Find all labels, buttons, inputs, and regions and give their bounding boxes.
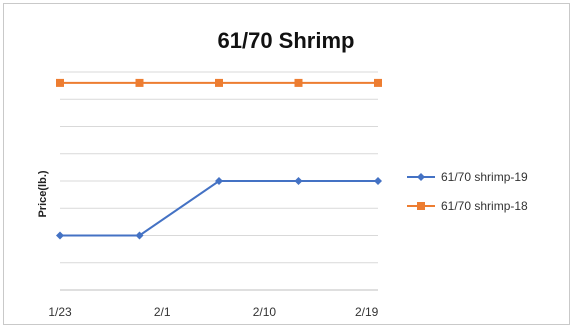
data-point [294, 177, 303, 185]
x-axis: 1/23 2/1 2/10 2/19 [48, 305, 378, 319]
x-tick-label: 2/1 [154, 305, 171, 319]
data-point [56, 78, 64, 87]
data-point [215, 177, 223, 185]
data-point [374, 177, 382, 185]
legend-item: 61/70 shrimp-18 [407, 199, 528, 213]
x-tick-label: 2/10 [253, 305, 277, 319]
x-tick-label: 2/19 [355, 305, 379, 319]
series-1 [56, 177, 382, 240]
legend-swatch-marker [417, 173, 425, 181]
data-point [135, 78, 144, 87]
legend: 61/70 shrimp-19 61/70 shrimp-18 [407, 170, 528, 213]
data-point [215, 78, 223, 87]
chart-title: 61/70 Shrimp [218, 28, 355, 53]
y-axis-label: Price(lb.) [37, 170, 49, 217]
chart-frame [3, 3, 570, 325]
legend-label: 61/70 shrimp-18 [441, 199, 528, 213]
data-point [56, 231, 64, 240]
legend-swatch-marker [417, 202, 425, 210]
x-tick-label: 1/23 [48, 305, 72, 319]
legend-item: 61/70 shrimp-19 [407, 170, 528, 184]
series-2 [56, 78, 382, 87]
data-point [294, 78, 303, 87]
gridlines [60, 71, 378, 291]
data-point [135, 231, 144, 240]
series-layer [56, 78, 382, 240]
legend-label: 61/70 shrimp-19 [441, 170, 528, 184]
data-point [374, 78, 382, 87]
